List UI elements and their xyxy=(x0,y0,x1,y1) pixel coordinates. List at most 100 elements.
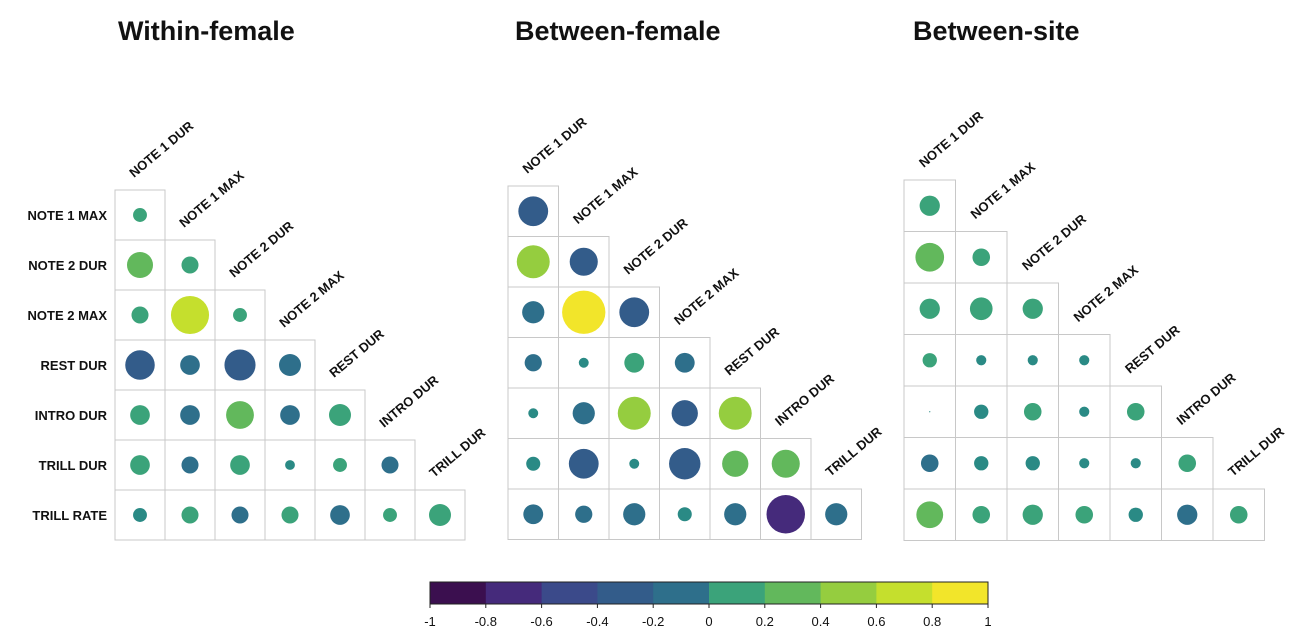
correlation-point xyxy=(568,448,599,479)
correlation-point xyxy=(230,455,250,475)
correlation-point xyxy=(974,456,989,471)
correlation-point xyxy=(224,349,256,381)
correlation-point xyxy=(624,352,645,373)
row-label: TRILL DUR xyxy=(39,458,108,473)
row-label: TRILL RATE xyxy=(32,508,107,523)
column-label: REST DUR xyxy=(1122,322,1183,377)
correlation-point xyxy=(528,408,539,419)
colorbar-tick-label: 0.6 xyxy=(867,614,885,629)
correlation-point xyxy=(1130,458,1141,469)
column-label: NOTE 1 MAX xyxy=(176,168,247,231)
row-label: NOTE 2 DUR xyxy=(28,258,107,273)
colorbar-segment xyxy=(932,582,989,604)
correlation-point xyxy=(916,501,944,529)
correlation-point xyxy=(572,402,595,425)
correlation-point xyxy=(1079,458,1090,469)
correlation-point xyxy=(976,355,987,366)
column-label: TRILL DUR xyxy=(1225,423,1287,479)
correlation-point xyxy=(133,508,147,522)
matrix-cell xyxy=(810,488,862,540)
correlation-point xyxy=(677,507,692,522)
correlation-point xyxy=(919,298,940,319)
column-label: NOTE 1 MAX xyxy=(968,159,1039,222)
correlation-point xyxy=(133,208,147,222)
correlation-point xyxy=(180,405,200,425)
colorbar-legend: -1 -0.8 -0.6 -0.4 -0.2 0 0.2 0.4 0.6 0.8 1 xyxy=(424,581,992,629)
correlation-point xyxy=(180,355,200,375)
colorbar-tick-label: 0.8 xyxy=(923,614,941,629)
correlation-point xyxy=(279,354,301,376)
correlation-point xyxy=(619,297,650,328)
colorbar-segment xyxy=(764,582,822,604)
correlation-point xyxy=(1177,504,1198,525)
correlation-point xyxy=(825,503,848,526)
column-label: NOTE 2 MAX xyxy=(1071,262,1142,325)
colorbar-tick-label: -0.6 xyxy=(530,614,552,629)
correlation-point xyxy=(130,405,150,425)
row-label: INTRO DUR xyxy=(35,408,108,423)
correlation-point xyxy=(623,503,646,526)
matrix-cell xyxy=(414,489,466,541)
correlation-point xyxy=(575,505,593,523)
correlation-point xyxy=(1128,507,1143,522)
row-label: NOTE 2 MAX xyxy=(28,308,108,323)
correlation-point xyxy=(522,301,545,324)
correlation-point xyxy=(226,401,254,429)
column-label: NOTE 1 DUR xyxy=(126,118,196,180)
correlation-point xyxy=(629,458,640,469)
column-label: NOTE 1 DUR xyxy=(520,114,590,176)
column-label: NOTE 1 DUR xyxy=(916,108,986,170)
panel-title: Between-female xyxy=(515,16,721,46)
column-label: NOTE 2 DUR xyxy=(1019,211,1089,273)
correlation-point xyxy=(771,449,800,478)
correlation-point xyxy=(381,456,399,474)
correlation-point xyxy=(1022,298,1043,319)
correlation-point xyxy=(1079,355,1090,366)
correlation-point xyxy=(724,503,747,526)
correlation-point xyxy=(766,495,805,534)
column-label: TRILL DUR xyxy=(823,423,885,479)
column-label: NOTE 2 MAX xyxy=(671,265,742,328)
correlation-point xyxy=(233,308,247,322)
row-label: REST DUR xyxy=(41,358,108,373)
correlation-point xyxy=(285,460,295,470)
correlation-point xyxy=(383,508,397,522)
correlation-point xyxy=(231,506,249,524)
column-label: REST DUR xyxy=(722,324,783,379)
correlation-point xyxy=(915,242,945,272)
correlation-point xyxy=(330,505,350,525)
correlation-point xyxy=(972,248,991,267)
correlation-point xyxy=(181,456,199,474)
panel-title: Within-female xyxy=(118,16,295,46)
correlation-point xyxy=(130,455,150,475)
correlation-point xyxy=(919,195,940,216)
correlation-point xyxy=(523,504,544,525)
colorbar-segment xyxy=(597,582,654,604)
correlation-point xyxy=(181,506,199,524)
correlation-point xyxy=(929,411,931,413)
correlation-point xyxy=(1075,505,1094,524)
colorbar-tick-label: 0.2 xyxy=(756,614,774,629)
correlation-point xyxy=(972,505,991,524)
correlation-point xyxy=(524,354,542,372)
correlation-point xyxy=(922,353,937,368)
colorbar-segment xyxy=(876,582,933,604)
correlation-point xyxy=(969,297,993,321)
colorbar-tick-label: -0.2 xyxy=(642,614,664,629)
colorbar-segment xyxy=(541,582,598,604)
correlation-point xyxy=(722,450,749,477)
column-label: TRILL DUR xyxy=(426,424,488,480)
column-label: NOTE 2 DUR xyxy=(621,215,691,277)
correlation-point xyxy=(125,350,155,380)
matrix-cell xyxy=(1212,488,1265,541)
correlation-point xyxy=(1178,454,1197,473)
column-label: NOTE 2 MAX xyxy=(276,268,347,331)
correlation-point xyxy=(1079,406,1090,417)
correlation-point xyxy=(181,256,199,274)
correlation-point xyxy=(1022,504,1043,525)
column-label: INTRO DUR xyxy=(376,372,441,430)
correlation-point xyxy=(974,404,989,419)
correlation-point xyxy=(518,196,549,227)
